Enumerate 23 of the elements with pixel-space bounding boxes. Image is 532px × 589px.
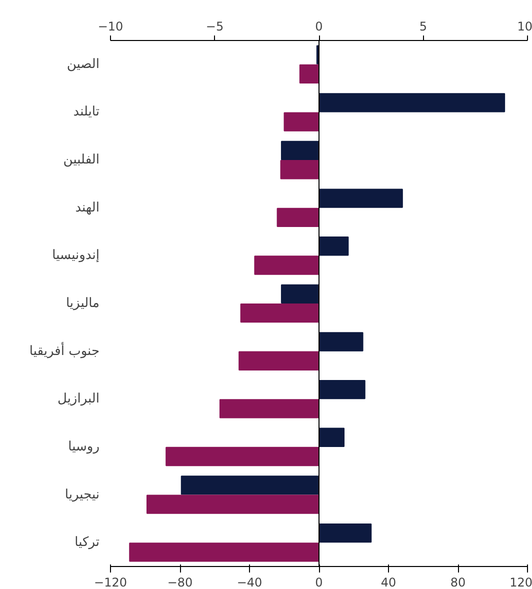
x-tick-label: −80 (167, 576, 193, 589)
x2-tick-label: 0 (315, 20, 323, 34)
x2-tick-label: −5 (206, 20, 224, 34)
y-tick-label: روسيا (68, 439, 100, 454)
y-tick-label: إندونيسيا (52, 248, 100, 264)
y-tick-label: تركيا (74, 535, 100, 550)
x-tick-label: 40 (380, 576, 396, 589)
x-tick-label: 0 (315, 576, 323, 589)
x2-tick-label: −10 (98, 20, 124, 34)
y-tick-label: الفلبين (63, 152, 100, 168)
y-tick-label: نيجيريا (64, 487, 100, 502)
y-tick-label: البرازيل (57, 392, 100, 407)
x-tick-label: −120 (94, 576, 127, 589)
y-tick-label: الهند (75, 200, 100, 216)
x2-tick-label: 5 (419, 20, 428, 34)
x-tick-label: −40 (236, 576, 262, 589)
x-tick-label: 80 (450, 576, 466, 589)
y-tick-label: الصين (66, 56, 100, 72)
y-tick-label: جنوب أفريقيا (29, 342, 100, 359)
y-tick-label: تايلند (73, 104, 100, 120)
x-tick-label: 120 (510, 576, 532, 589)
x2-tick-label: 10 (517, 20, 532, 34)
y-tick-label: ماليزيا (66, 296, 100, 311)
